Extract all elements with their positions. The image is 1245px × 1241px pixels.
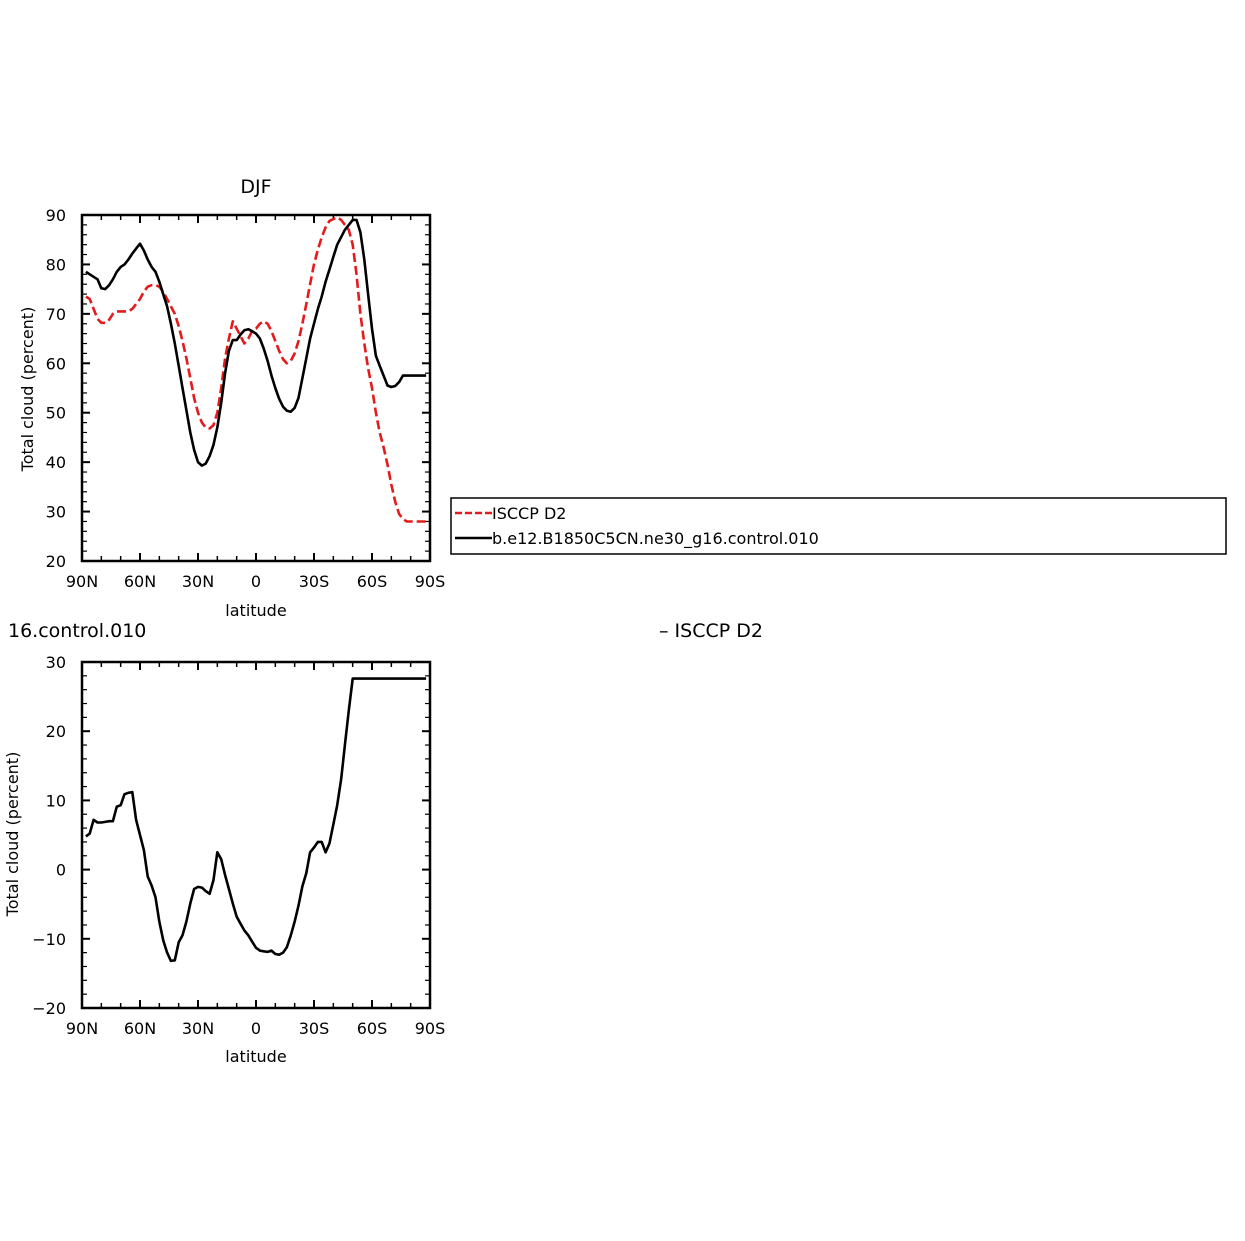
y-tick-label: 50	[46, 404, 66, 423]
y-tick-label: 40	[46, 453, 66, 472]
legend-label-isccp: ISCCP D2	[492, 504, 566, 523]
x-tick-label: 90N	[66, 1019, 98, 1038]
plot-frame	[80, 213, 432, 563]
y-tick-label: −10	[32, 930, 66, 949]
x-axis-label: latitude	[225, 1047, 286, 1066]
x-tick-label: 0	[251, 572, 261, 591]
y-tick-label: 20	[46, 722, 66, 741]
x-tick-label: 90S	[415, 572, 446, 591]
x-tick-label: 30S	[299, 1019, 330, 1038]
legend: ISCCP D2 b.e12.B1850C5CN.ne30_g16.contro…	[450, 497, 1227, 555]
y-tick-label: 30	[46, 503, 66, 522]
y-axis-label: Total cloud (percent)	[18, 307, 37, 473]
x-tick-label: 60S	[357, 572, 388, 591]
x-axis-label: latitude	[225, 601, 286, 620]
x-tick-label: 0	[251, 1019, 261, 1038]
y-tick-label: 60	[46, 354, 66, 373]
y-tick-label: 20	[46, 552, 66, 571]
y-tick-label: 0	[56, 861, 66, 880]
y-tick-label: 80	[46, 255, 66, 274]
x-tick-label: 90S	[415, 1019, 446, 1038]
chart-title: 16.control.010	[8, 620, 146, 642]
djf-total-cloud-chart: DJF Total cloud (percent) latitude 90N 60…	[18, 176, 445, 620]
x-tick-label: 60S	[357, 1019, 388, 1038]
y-tick-label: 10	[46, 791, 66, 810]
x-tick-label: 30N	[182, 572, 214, 591]
x-tick-label: 90N	[66, 572, 98, 591]
chart-title: DJF	[240, 176, 271, 198]
x-tick-label: 30N	[182, 1019, 214, 1038]
y-tick-label: 90	[46, 206, 66, 225]
y-tick-label: 70	[46, 305, 66, 324]
x-tick-label: 60N	[124, 572, 156, 591]
difference-chart: 16.control.010 – ISCCP D2 Total cloud (p…	[3, 620, 763, 1066]
y-axis-label: Total cloud (percent)	[3, 752, 22, 918]
x-tick-label: 30S	[299, 572, 330, 591]
series-line-0	[85, 677, 427, 963]
series-line-1	[85, 218, 427, 467]
x-tick-label: 60N	[124, 1019, 156, 1038]
chart-subtitle: – ISCCP D2	[659, 620, 763, 642]
plot-frame	[80, 660, 432, 1010]
legend-box	[450, 497, 1227, 555]
y-tick-label: 30	[46, 653, 66, 672]
y-tick-label: −20	[32, 999, 66, 1018]
legend-label-model: b.e12.B1850C5CN.ne30_g16.control.010	[492, 529, 819, 549]
series-line-0	[85, 216, 427, 523]
